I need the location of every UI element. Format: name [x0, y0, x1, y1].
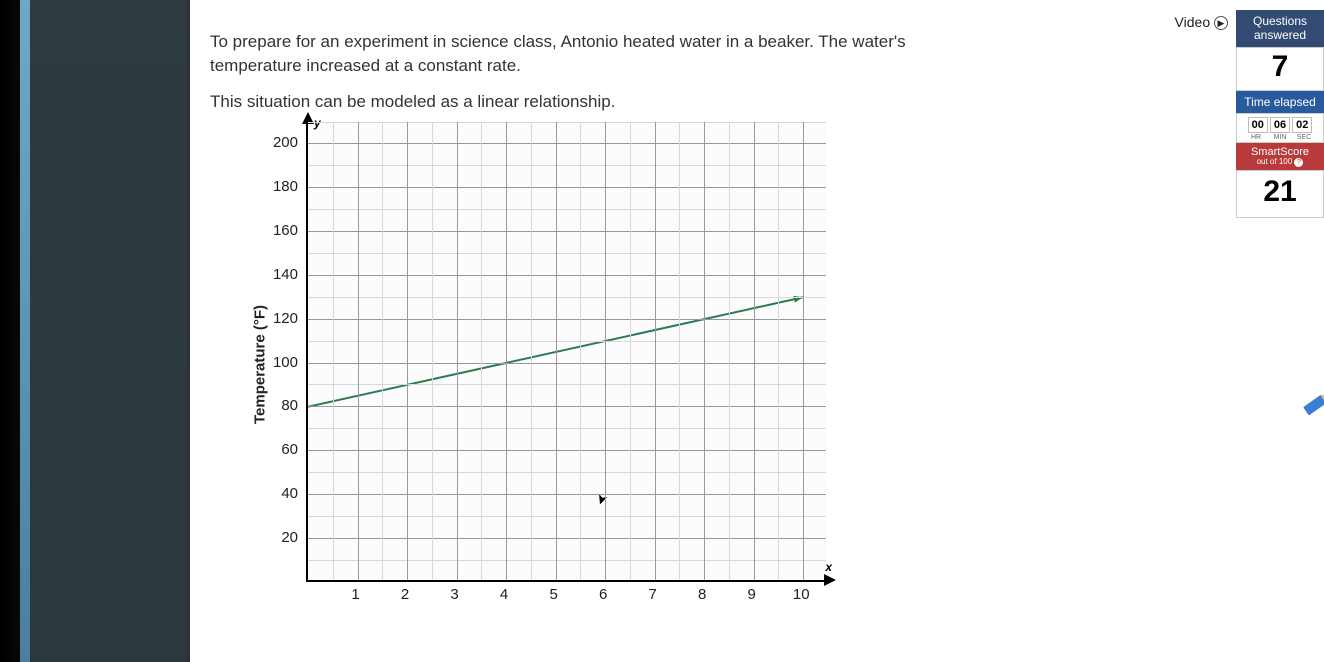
- problem-text-line1: To prepare for an experiment in science …: [210, 30, 930, 78]
- video-link[interactable]: Video ▶: [1175, 14, 1228, 30]
- chart: Temperature (°F) 20018016014012010080604…: [250, 122, 1284, 608]
- info-icon[interactable]: ?: [1294, 158, 1303, 167]
- y-axis-letter: y: [314, 116, 321, 130]
- plot-area[interactable]: y x ➤: [306, 122, 826, 582]
- y-tick: 80: [281, 397, 298, 414]
- time-label-sec: SEC: [1293, 134, 1315, 141]
- x-tick: 3: [450, 586, 458, 603]
- smartscore-sub: out of 100: [1257, 157, 1293, 166]
- x-tick: 1: [351, 586, 359, 603]
- data-line: [308, 122, 828, 582]
- smartscore-header: SmartScore out of 100 ?: [1236, 143, 1324, 170]
- x-tick: 5: [549, 586, 557, 603]
- y-axis-label: Temperature (°F): [252, 355, 269, 375]
- main-content: Video ▶ To prepare for an experiment in …: [190, 0, 1324, 662]
- x-tick: 4: [500, 586, 508, 603]
- y-tick: 160: [273, 222, 298, 239]
- time-header: Time elapsed: [1236, 91, 1324, 113]
- y-tick: 120: [273, 310, 298, 327]
- time-label-hr: HR: [1245, 134, 1267, 141]
- time-sec: 02: [1292, 117, 1312, 133]
- x-axis-letter: x: [825, 560, 832, 574]
- y-tick: 140: [273, 266, 298, 283]
- pencil-icon[interactable]: [1303, 395, 1324, 416]
- blue-sidebar: [20, 0, 188, 662]
- x-tick: 10: [793, 586, 810, 603]
- x-tick-labels: 1 2 3 4 5 6 7 8 9 10: [306, 582, 826, 608]
- time-box: 00 06 02 HR MIN SEC: [1236, 113, 1324, 143]
- time-label-min: MIN: [1269, 134, 1291, 141]
- x-tick: 9: [748, 586, 756, 603]
- questions-header: Questions answered: [1236, 10, 1324, 47]
- status-panel: Questions answered 7 Time elapsed 00 06 …: [1236, 10, 1324, 218]
- time-hr: 00: [1248, 117, 1268, 133]
- x-tick: 8: [698, 586, 706, 603]
- x-tick: 2: [401, 586, 409, 603]
- y-tick: 180: [273, 178, 298, 195]
- x-tick: 7: [648, 586, 656, 603]
- problem-text-line2: This situation can be modeled as a linea…: [210, 92, 1284, 112]
- video-label: Video: [1175, 14, 1211, 30]
- left-margin: [0, 0, 190, 662]
- y-tick: 200: [273, 134, 298, 151]
- y-tick: 20: [281, 529, 298, 546]
- y-tick: 40: [281, 485, 298, 502]
- time-min: 06: [1270, 117, 1290, 133]
- y-tick: 60: [281, 441, 298, 458]
- questions-value: 7: [1236, 47, 1324, 91]
- y-tick: 100: [273, 354, 298, 371]
- x-tick: 6: [599, 586, 607, 603]
- y-tick-labels: 200 180 160 140 120 100 80 60 40 20: [270, 122, 306, 582]
- smartscore-value: 21: [1236, 170, 1324, 218]
- play-icon: ▶: [1214, 16, 1228, 30]
